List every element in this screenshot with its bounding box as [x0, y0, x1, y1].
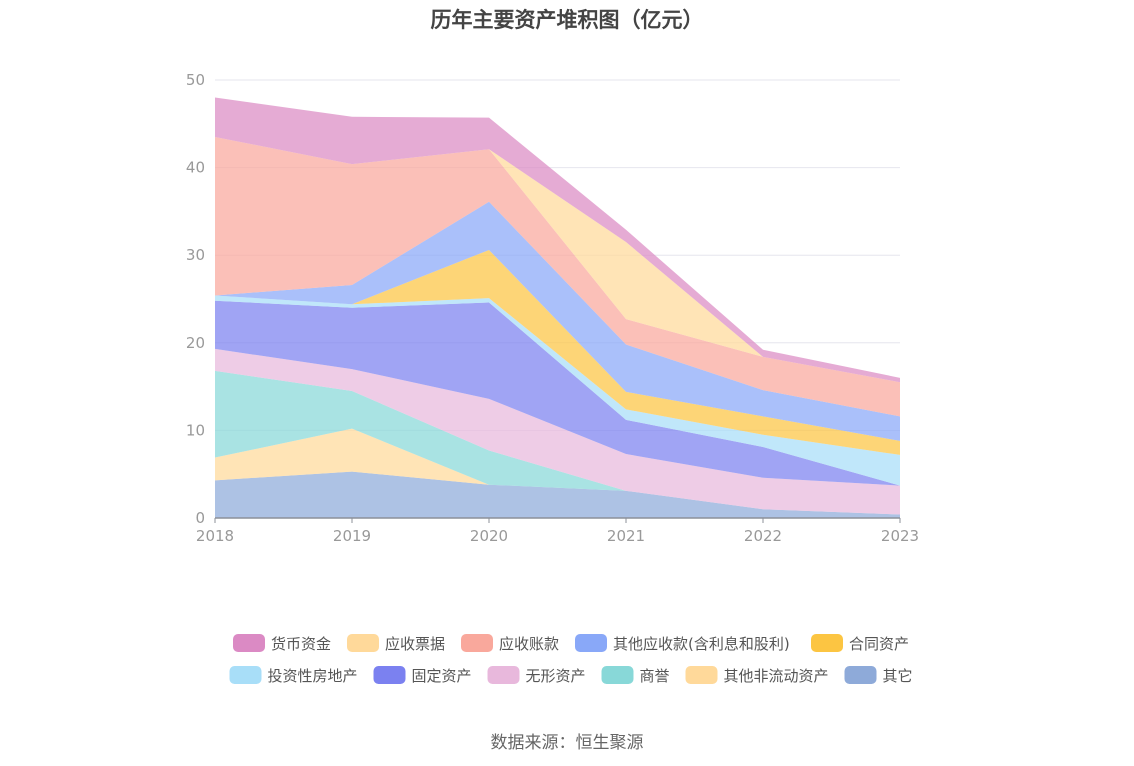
y-tick-label: 50 [186, 71, 205, 89]
legend-label[interactable]: 应收账款 [499, 635, 559, 653]
y-tick-label: 20 [186, 334, 205, 352]
legend-swatch[interactable] [811, 634, 843, 652]
legend-label[interactable]: 商誉 [640, 667, 670, 685]
area-合同资产[interactable] [215, 249, 900, 455]
legend-swatch[interactable] [373, 666, 406, 684]
legend-label[interactable]: 货币资金 [271, 635, 331, 653]
legend-label[interactable]: 其它 [883, 667, 913, 685]
y-tick-label: 0 [195, 509, 205, 527]
legend-swatch[interactable] [575, 634, 607, 652]
area-其他应收款(含利息和股利)[interactable] [215, 201, 900, 441]
legend-swatch[interactable] [685, 666, 718, 684]
x-tick-label: 2023 [881, 527, 919, 545]
legend-swatch[interactable] [461, 634, 493, 652]
legend-swatch[interactable] [487, 666, 520, 684]
y-tick-label: 40 [186, 159, 205, 177]
legend-swatch[interactable] [229, 666, 262, 684]
legend-swatch[interactable] [844, 666, 877, 684]
area-货币资金[interactable] [215, 97, 900, 383]
area-其他非流动资产[interactable] [215, 428, 900, 515]
x-tick-label: 2019 [333, 527, 371, 545]
legend-label[interactable]: 合同资产 [849, 635, 909, 653]
y-tick-label: 10 [186, 421, 205, 439]
area-应收账款[interactable] [215, 136, 900, 417]
area-固定资产[interactable] [215, 300, 900, 486]
legend-label[interactable]: 其他应收款(含利息和股利) [613, 635, 790, 653]
area-投资性房地产[interactable] [215, 295, 900, 486]
x-tick-label: 2020 [470, 527, 508, 545]
area-其它[interactable] [215, 471, 900, 518]
chart-title: 历年主要资产堆积图（亿元） [430, 8, 704, 32]
axes: 2018 2019 2020 2021 2022 2023 0 10 20 30 40 50 [186, 71, 919, 545]
legend-label[interactable]: 应收票据 [385, 635, 445, 653]
legend-label[interactable]: 其他非流动资产 [724, 667, 829, 685]
legend-label[interactable]: 投资性房地产 [268, 667, 358, 685]
area-无形资产[interactable] [215, 348, 900, 515]
legend-label[interactable]: 无形资产 [526, 667, 586, 685]
area-series [215, 97, 900, 518]
legend-label[interactable]: 固定资产 [412, 667, 472, 685]
x-tick-label: 2021 [607, 527, 645, 545]
x-tick-label: 2022 [744, 527, 782, 545]
x-tick-label: 2018 [196, 527, 234, 545]
source-note: 数据来源：恒生聚源 [490, 733, 644, 753]
area-商誉[interactable] [215, 370, 900, 515]
legend-swatch[interactable] [347, 634, 379, 652]
legend-swatch[interactable] [233, 634, 265, 652]
y-tick-label: 30 [186, 246, 205, 264]
legend-swatch[interactable] [601, 666, 634, 684]
